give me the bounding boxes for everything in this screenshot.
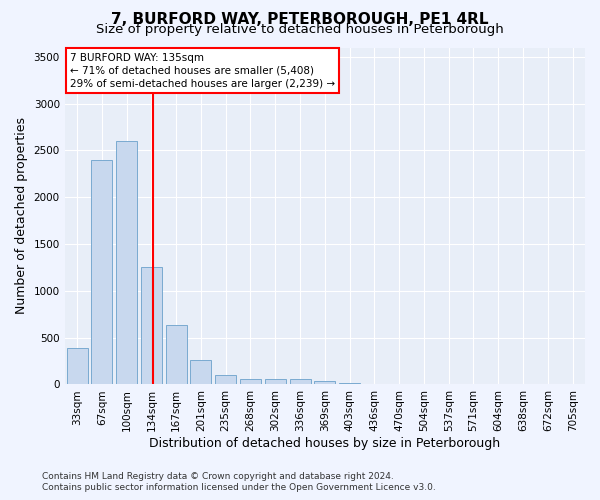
Bar [290, 380, 311, 384]
Text: Contains HM Land Registry data © Crown copyright and database right 2024.
Contai: Contains HM Land Registry data © Crown c… [42, 472, 436, 492]
Bar [240, 378, 261, 384]
Bar [215, 375, 236, 384]
Bar [314, 380, 335, 384]
Bar [166, 324, 187, 384]
Bar [190, 360, 211, 384]
Bar [91, 160, 112, 384]
Bar [67, 348, 88, 385]
Bar [339, 383, 360, 384]
Bar [141, 268, 162, 384]
Bar [265, 380, 286, 384]
Y-axis label: Number of detached properties: Number of detached properties [15, 118, 28, 314]
Bar [116, 141, 137, 384]
X-axis label: Distribution of detached houses by size in Peterborough: Distribution of detached houses by size … [149, 437, 500, 450]
Text: 7, BURFORD WAY, PETERBOROUGH, PE1 4RL: 7, BURFORD WAY, PETERBOROUGH, PE1 4RL [111, 12, 489, 28]
Text: Size of property relative to detached houses in Peterborough: Size of property relative to detached ho… [96, 22, 504, 36]
Text: 7 BURFORD WAY: 135sqm
← 71% of detached houses are smaller (5,408)
29% of semi-d: 7 BURFORD WAY: 135sqm ← 71% of detached … [70, 52, 335, 89]
